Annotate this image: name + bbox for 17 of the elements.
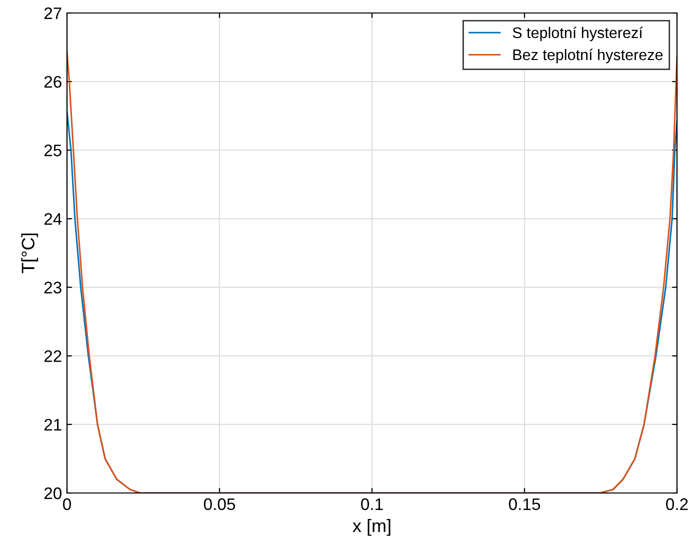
legend-label: Bez teplotní hystereze [513, 48, 663, 64]
y-axis-title: T[°C] [21, 234, 38, 274]
y-tick-label: 21 [44, 418, 62, 430]
y-tick-label: 20 [44, 487, 62, 500]
y-tick-label: 27 [44, 7, 62, 20]
legend-label: S teplotní hysterezí [512, 26, 643, 42]
y-tick-label: 26 [44, 76, 62, 88]
x-tick-label: 0.05 [204, 498, 236, 510]
y-tick-label: 22 [44, 350, 62, 362]
x-tick-label: 0 [63, 498, 71, 510]
y-tick-label: 23 [44, 282, 62, 294]
x-axis-title: x [m] [352, 518, 390, 536]
x-tick-label: 0.2 [666, 498, 688, 510]
y-tick-label: 25 [44, 144, 62, 156]
x-tick-label: 0.1 [361, 498, 383, 510]
x-tick-label: 0.15 [508, 498, 540, 510]
y-tick-label: 24 [44, 213, 62, 225]
